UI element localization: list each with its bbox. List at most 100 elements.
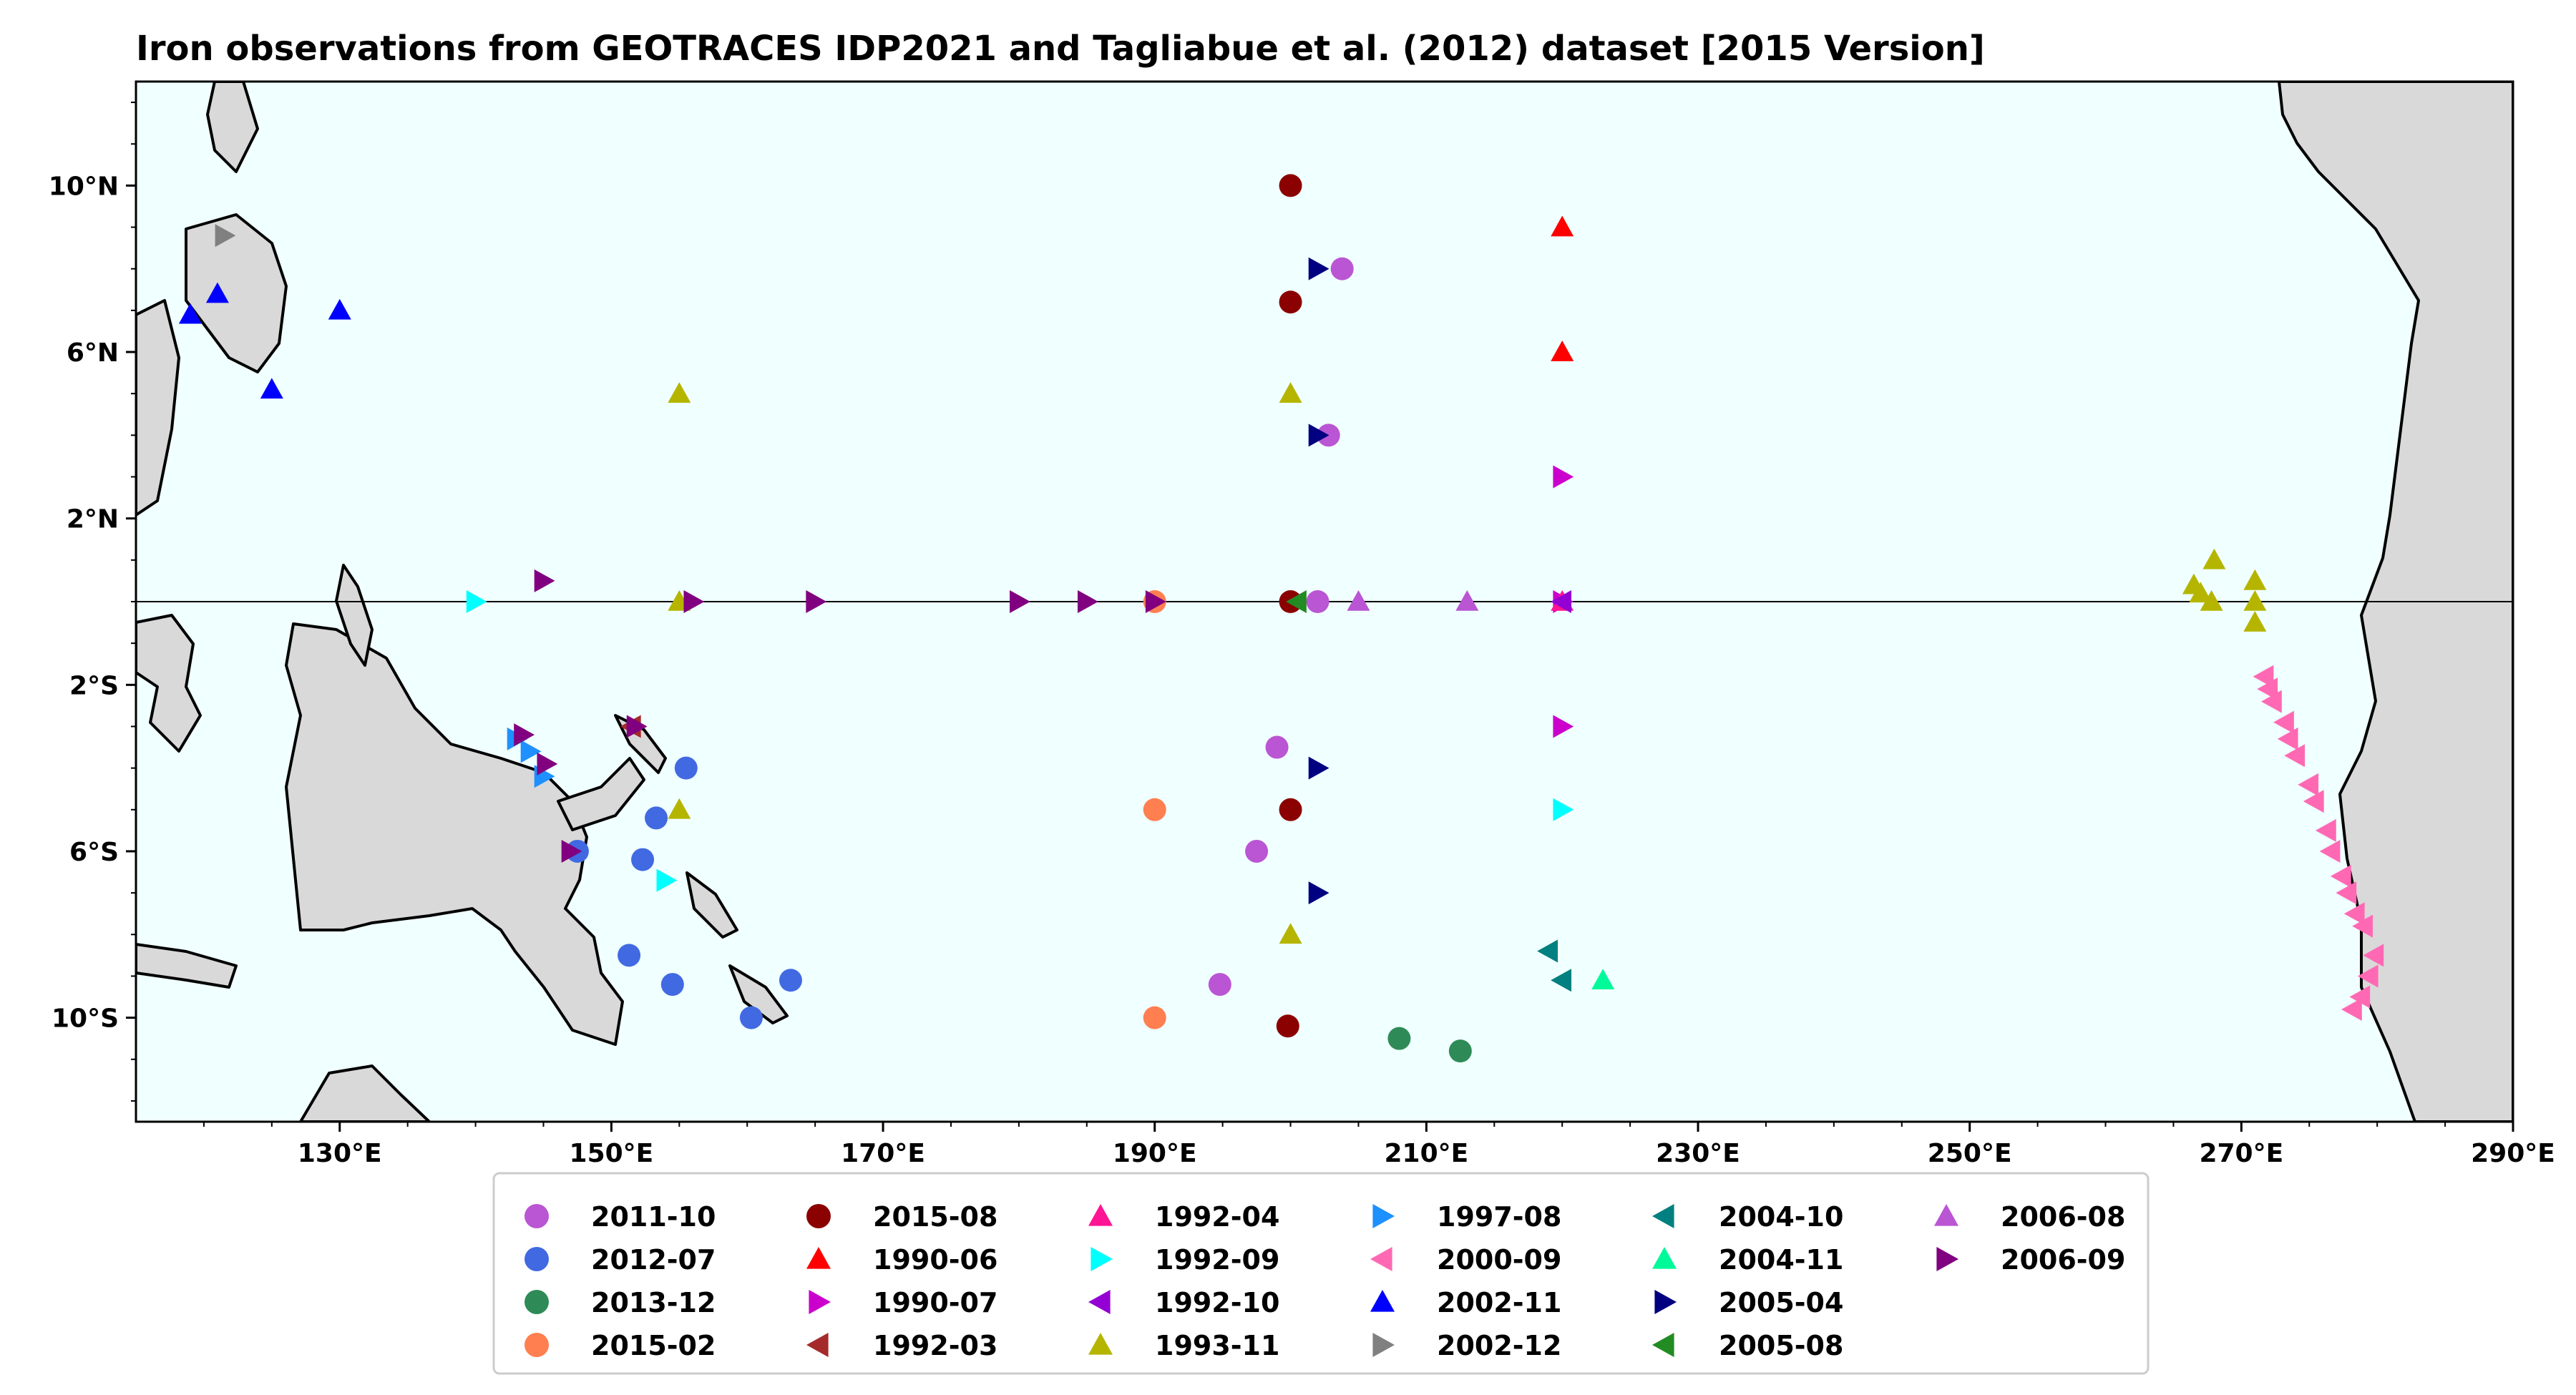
- marker-2000-09: [2363, 944, 2384, 967]
- legend-label: 2000-09: [1437, 1244, 1561, 1276]
- legend-label: 2006-09: [2001, 1244, 2125, 1276]
- legend-marker-2002-11: [1370, 1290, 1395, 1312]
- marker-1993-11: [2243, 569, 2267, 590]
- marker-2011-10: [1330, 257, 1354, 280]
- legend-marker-2005-08: [1652, 1333, 1674, 1357]
- marker-1997-08: [520, 740, 542, 763]
- legend-marker-1997-08: [1372, 1204, 1395, 1228]
- marker-2000-09: [2303, 790, 2324, 813]
- marker-2012-07: [645, 806, 668, 830]
- marker-2000-09: [2257, 677, 2278, 701]
- marker-1993-11: [2202, 548, 2226, 569]
- legend-label: 2013-12: [591, 1287, 716, 1318]
- marker-2012-07: [631, 848, 655, 871]
- marker-2002-11: [328, 298, 351, 320]
- marker-2000-09: [2284, 744, 2306, 768]
- marker-2015-08: [1279, 290, 1302, 314]
- solomon-islands-east: [728, 964, 789, 1024]
- new-britain-island: [557, 757, 645, 831]
- marker-2006-09: [534, 569, 555, 592]
- legend-label: 1990-06: [873, 1244, 997, 1276]
- legend-label: 2002-11: [1437, 1287, 1561, 1318]
- marker-2002-11: [260, 378, 283, 399]
- legend-label: 2005-04: [1719, 1287, 1843, 1318]
- timor-island: [136, 943, 238, 989]
- legend-marker-2012-07: [525, 1247, 549, 1271]
- legend-label: 2015-02: [591, 1330, 716, 1361]
- legend-marker-2006-09: [1936, 1247, 1958, 1271]
- marker-2000-09: [2330, 864, 2351, 888]
- legend-marker-1992-04: [1088, 1204, 1113, 1226]
- marker-1993-11: [668, 382, 691, 403]
- marker-1993-11: [1279, 382, 1302, 403]
- legend-marker-1992-10: [1088, 1290, 1111, 1314]
- marker-1992-09: [466, 590, 487, 613]
- new-guinea-landmass: [285, 622, 624, 1046]
- marker-2000-09: [2253, 665, 2274, 688]
- marker-1993-11: [2189, 582, 2212, 603]
- marker-2015-08: [1276, 1014, 1299, 1038]
- legend-label: 1990-07: [873, 1287, 997, 1318]
- legend-label: 2004-11: [1719, 1244, 1843, 1276]
- sulawesi-island: [136, 614, 202, 753]
- marker-2000-09: [2341, 997, 2362, 1021]
- marker-2004-10: [1551, 969, 1571, 992]
- marker-2012-07: [779, 969, 802, 992]
- legend-label: 2011-10: [591, 1201, 716, 1233]
- marker-2012-07: [618, 944, 641, 967]
- marker-2011-10: [1265, 735, 1289, 759]
- legend-marker-2011-10: [525, 1204, 549, 1228]
- marker-2013-12: [1448, 1039, 1472, 1063]
- x-tick-label: 270°E: [2199, 1139, 2283, 1168]
- marker-1993-11: [2243, 590, 2267, 611]
- x-tick-label: 250°E: [1928, 1139, 2012, 1168]
- marker-2000-09: [2298, 773, 2319, 796]
- legend-marker-1990-07: [809, 1290, 831, 1314]
- x-tick-label: 190°E: [1113, 1139, 1197, 1168]
- marker-2012-07: [674, 756, 698, 780]
- legend-marker-1992-03: [806, 1333, 829, 1357]
- marker-2000-09: [2336, 881, 2357, 905]
- marker-2000-09: [2273, 710, 2294, 734]
- y-axis-ticks: 10°N 6°N 2°N 2°S 6°S 10°S: [49, 102, 136, 1102]
- legend-marker-2005-04: [1654, 1290, 1677, 1314]
- x-tick-label: 170°E: [841, 1139, 925, 1168]
- marker-2015-02: [1143, 1006, 1166, 1029]
- map-title: Iron observations from GEOTRACES IDP2021…: [136, 29, 1985, 69]
- plot-area: 130°E 150°E 170°E 190°E 210°E 230°E 250°E 270°E…: [49, 80, 2555, 1168]
- marker-2002-11: [205, 282, 229, 303]
- marker-2006-09: [561, 839, 582, 863]
- marker-2006-09: [1010, 590, 1030, 613]
- marker-2011-10: [1245, 839, 1269, 863]
- marker-2006-08: [1347, 590, 1370, 611]
- legend-label: 1992-09: [1155, 1244, 1279, 1276]
- legend-label: 1992-10: [1155, 1287, 1279, 1318]
- x-axis-ticks: 130°E 150°E 170°E 190°E 210°E 230°E 250°E 270°E…: [203, 1122, 2555, 1168]
- legend-marker-2015-08: [806, 1204, 831, 1228]
- marker-2005-08: [1286, 590, 1307, 613]
- legend-marker-2004-11: [1652, 1247, 1677, 1269]
- marker-2012-07: [660, 973, 684, 997]
- marker-2005-04: [1308, 257, 1330, 280]
- philippines-islands: [206, 82, 259, 173]
- marker-2006-08: [1455, 590, 1479, 611]
- marker-2006-09: [806, 590, 827, 613]
- y-tick-label: 6°N: [67, 338, 119, 368]
- marker-2002-11: [178, 303, 202, 324]
- mindanao-island: [185, 213, 288, 373]
- marker-2002-12: [215, 224, 236, 248]
- marker-2006-09: [514, 723, 535, 747]
- legend-marker-1993-11: [1088, 1333, 1113, 1355]
- y-tick-label: 10°N: [49, 172, 119, 201]
- x-tick-label: 230°E: [1656, 1139, 1740, 1168]
- y-tick-label: 2°S: [69, 671, 119, 700]
- marker-1990-07: [1553, 465, 1574, 489]
- legend-marker-2000-09: [1370, 1247, 1392, 1271]
- legend: 2011-10 2012-07 2013-12 2015-02 2015-08 1990-…: [492, 1172, 2150, 1375]
- marker-2006-09: [626, 715, 648, 738]
- marker-2006-09: [1145, 590, 1166, 613]
- marker-2013-12: [1387, 1027, 1411, 1050]
- x-tick-label: 290°E: [2471, 1139, 2555, 1168]
- legend-label: 2005-08: [1719, 1330, 1843, 1361]
- legend-marker-2006-08: [1934, 1204, 1958, 1226]
